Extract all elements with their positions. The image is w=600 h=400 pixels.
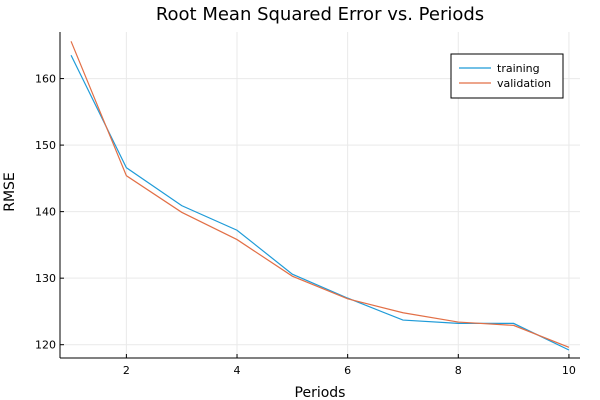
legend: training validation: [450, 53, 564, 99]
y-tick-label-1: 130: [35, 272, 56, 285]
series-line-validation: [70, 41, 570, 348]
y-tick-label-0: 120: [35, 339, 56, 352]
y-tick-label-2: 140: [35, 206, 56, 219]
chart-title: Root Mean Squared Error vs. Periods: [156, 4, 484, 25]
x-tick-label-2: 6: [344, 364, 351, 377]
legend-box: [450, 53, 564, 99]
x-axis-label: Periods: [295, 385, 346, 400]
x-tick-label-0: 2: [123, 364, 130, 377]
y-axis-label: RMSE: [2, 172, 18, 212]
y-tick-label-4: 160: [35, 73, 56, 86]
y-tick-label-3: 150: [35, 139, 56, 152]
legend-label-training: training: [497, 62, 540, 75]
x-tick-label-1: 4: [234, 364, 241, 377]
series-line-training: [70, 55, 570, 351]
series-group: [70, 41, 570, 351]
ticks: 2 4 6 8 10 120 130 140 150 160: [35, 73, 576, 377]
legend-label-validation: validation: [497, 77, 551, 90]
axes: [59, 32, 580, 359]
x-tick-label-3: 8: [455, 364, 462, 377]
x-tick-label-4: 10: [562, 364, 576, 377]
